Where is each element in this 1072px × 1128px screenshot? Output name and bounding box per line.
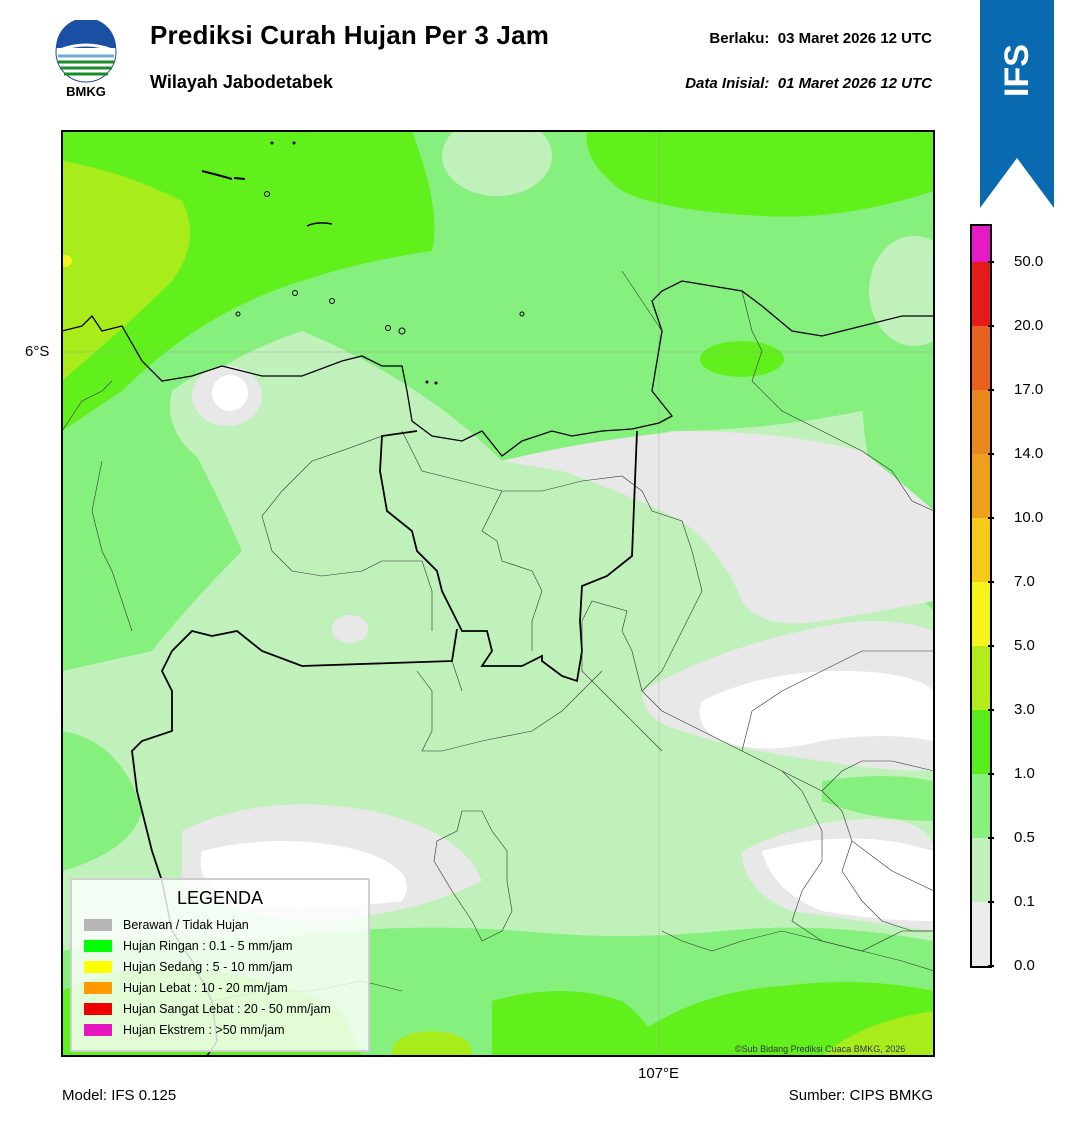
- colorbar-tick: [988, 709, 994, 711]
- legend-item: Berawan / Tidak Hujan: [84, 918, 249, 932]
- ifs-banner: [980, 0, 1054, 208]
- legend-label: Hujan Lebat : 10 - 20 mm/jam: [123, 981, 288, 995]
- map-credit: ©Sub Bidang Prediksi Cuaca BMKG, 2026: [735, 1044, 906, 1054]
- legend-swatch: [84, 961, 112, 973]
- colorbar-tick: [988, 325, 994, 327]
- colorbar-segment: [972, 326, 990, 390]
- rainfall-map: [62, 131, 934, 1056]
- colorbar-label: 1.0: [1014, 765, 1035, 782]
- legend-item: Hujan Lebat : 10 - 20 mm/jam: [84, 981, 288, 995]
- legend-label: Hujan Sangat Lebat : 20 - 50 mm/jam: [123, 1002, 331, 1016]
- valid-time: Berlaku: 03 Maret 2026 12 UTC: [709, 30, 932, 47]
- colorbar-label: 0.0: [1014, 957, 1035, 974]
- colorbar-tick: [988, 517, 994, 519]
- colorbar-label: 50.0: [1014, 253, 1044, 270]
- colorbar-segment: [972, 582, 990, 646]
- colorbar-segment: [972, 226, 990, 262]
- legend-label: Hujan Ringan : 0.1 - 5 mm/jam: [123, 939, 293, 953]
- colorbar-tick: [988, 261, 994, 263]
- lon-label: 107°E: [638, 1065, 680, 1082]
- legend-item: Hujan Ringan : 0.1 - 5 mm/jam: [84, 939, 293, 953]
- legend-label: Berawan / Tidak Hujan: [123, 918, 249, 932]
- colorbar-label: 0.5: [1014, 829, 1035, 846]
- colorbar-segment: [972, 262, 990, 326]
- colorbar-label: 5.0: [1014, 637, 1035, 654]
- colorbar-tick: [988, 645, 994, 647]
- legend-label: Hujan Sedang : 5 - 10 mm/jam: [123, 960, 293, 974]
- colorbar-tick: [988, 581, 994, 583]
- colorbar-segment: [972, 518, 990, 582]
- region-subtitle: Wilayah Jabodetabek: [150, 72, 333, 92]
- colorbar-tick: [988, 965, 994, 967]
- colorbar-label: 10.0: [1014, 509, 1044, 526]
- legend-item: Hujan Sangat Lebat : 20 - 50 mm/jam: [84, 1002, 331, 1016]
- colorbar-label: 14.0: [1014, 445, 1044, 462]
- logo-text: BMKG: [66, 84, 106, 99]
- legend-swatch: [84, 1003, 112, 1015]
- legend-swatch: [84, 1024, 112, 1036]
- map-legend: LEGENDA Berawan / Tidak Hujan Hujan Ringa…: [70, 878, 370, 1052]
- page-title: Prediksi Curah Hujan Per 3 Jam: [150, 20, 550, 50]
- legend-swatch: [84, 940, 112, 952]
- lat-label: 6°S: [25, 343, 50, 360]
- colorbar-segment: [972, 390, 990, 454]
- colorbar-segment: [972, 902, 990, 966]
- colorbar-label: 0.1: [1014, 893, 1035, 910]
- legend-item: Hujan Sedang : 5 - 10 mm/jam: [84, 960, 293, 974]
- legend-title: LEGENDA: [176, 888, 264, 908]
- colorbar-segment: [972, 838, 990, 902]
- colorbar-segment: [972, 646, 990, 710]
- colorbar-segment: [972, 710, 990, 774]
- legend-swatch: [84, 919, 112, 931]
- ifs-banner-text: IFS: [997, 43, 1036, 97]
- bmkg-logo: [55, 20, 117, 83]
- colorbar-tick: [988, 453, 994, 455]
- colorbar-segment: [972, 454, 990, 518]
- colorbar-tick: [988, 837, 994, 839]
- colorbar-tick: [988, 389, 994, 391]
- colorbar-tick: [988, 773, 994, 775]
- source-label: Sumber: CIPS BMKG: [788, 1087, 933, 1104]
- colorbar-tick: [988, 901, 994, 903]
- legend-item: Hujan Ekstrem : >50 mm/jam: [84, 1023, 285, 1037]
- legend-label: Hujan Ekstrem : >50 mm/jam: [123, 1023, 285, 1037]
- colorbar: [970, 224, 992, 968]
- legend-swatch: [84, 982, 112, 994]
- colorbar-label: 17.0: [1014, 381, 1044, 398]
- colorbar-label: 3.0: [1014, 701, 1035, 718]
- colorbar-segment: [972, 774, 990, 838]
- initial-data-time: Data Inisial: 01 Maret 2026 12 UTC: [685, 75, 932, 92]
- colorbar-label: 7.0: [1014, 573, 1035, 590]
- colorbar-label: 20.0: [1014, 317, 1044, 334]
- model-label: Model: IFS 0.125: [62, 1087, 177, 1104]
